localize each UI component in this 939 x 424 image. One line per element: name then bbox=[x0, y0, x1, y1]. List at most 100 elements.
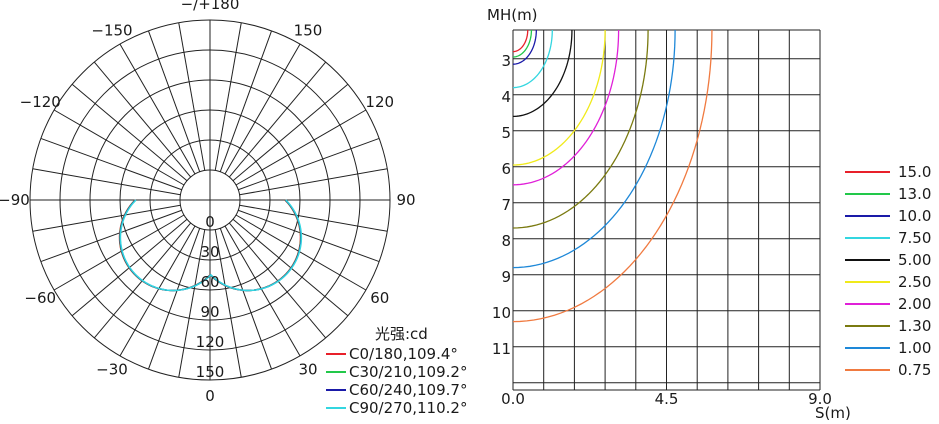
polar-angle-label: 30 bbox=[298, 361, 317, 379]
polar-angle-labels: −/+180 −150 150 −120 120 −90 90 −60 60 −30 30 0 bbox=[0, 0, 416, 405]
isolux-legend-label: 7.50 bbox=[898, 229, 931, 247]
polar-spoke bbox=[71, 83, 188, 182]
isolux-legend-label: 2.50 bbox=[898, 273, 931, 291]
isolux-curve-9 bbox=[512, 29, 713, 323]
polar-spoke bbox=[93, 61, 192, 178]
isolux-curve-8 bbox=[512, 29, 676, 269]
isolux-tick-labels: 3 4 5 6 7 8 9 10 11 0.0 4.5 9.0 bbox=[492, 52, 832, 408]
polar-curves bbox=[118, 199, 303, 292]
isolux-y-tick-label: 9 bbox=[501, 268, 511, 286]
isolux-curve-6 bbox=[512, 29, 620, 186]
isolux-curve-3 bbox=[512, 29, 553, 89]
polar-radial-label: 150 bbox=[196, 363, 225, 381]
polar-legend-label: C0/180,109.4° bbox=[349, 345, 458, 363]
isolux-grid bbox=[512, 29, 821, 391]
polar-spoke bbox=[119, 43, 196, 175]
isolux-chart: 3 4 5 6 7 8 9 10 11 0.0 4.5 9.0 MH(m) S(m) 15.0 13.0… bbox=[487, 6, 931, 422]
isolux-curve-4 bbox=[512, 29, 573, 118]
polar-spoke bbox=[147, 228, 201, 370]
isolux-y-tick-label: 3 bbox=[501, 52, 511, 70]
polar-curve-3 bbox=[119, 199, 303, 292]
polar-spoke bbox=[219, 228, 273, 370]
polar-radial-labels: 0 30 60 90 120 150 bbox=[196, 213, 225, 381]
isolux-curve-0 bbox=[512, 29, 529, 53]
isolux-y-tick-label: 4 bbox=[501, 88, 511, 106]
polar-spoke bbox=[235, 109, 367, 186]
isolux-x-tick-label: 4.5 bbox=[655, 390, 679, 408]
isolux-curve-5 bbox=[512, 29, 606, 166]
isolux-x-tick-label: 0.0 bbox=[501, 390, 525, 408]
polar-spoke bbox=[53, 214, 185, 291]
polar-spoke bbox=[53, 109, 185, 186]
polar-legend: C0/180,109.4°C30/210,109.2°C60/240,109.7… bbox=[326, 345, 467, 417]
polar-angle-label: −30 bbox=[96, 361, 128, 379]
isolux-y-tick-label: 7 bbox=[501, 196, 511, 214]
polar-spoke bbox=[239, 168, 388, 196]
polar-grid bbox=[29, 19, 391, 381]
polar-legend-label: C90/270,110.2° bbox=[349, 399, 467, 417]
isolux-y-tick-label: 11 bbox=[492, 340, 511, 358]
polar-spoke bbox=[178, 229, 206, 378]
polar-spoke bbox=[32, 168, 181, 196]
polar-angle-label: −60 bbox=[24, 289, 56, 307]
polar-spoke bbox=[224, 43, 301, 175]
isolux-y-axis-label: MH(m) bbox=[487, 6, 538, 24]
polar-spoke bbox=[232, 83, 349, 182]
polar-angle-label: 150 bbox=[294, 21, 323, 39]
polar-spoke bbox=[32, 204, 181, 232]
polar-spoke bbox=[235, 214, 367, 291]
isolux-x-tick-label: 9.0 bbox=[808, 390, 832, 408]
polar-spoke bbox=[40, 137, 182, 191]
polar-ring bbox=[149, 139, 271, 261]
polar-angle-label: 60 bbox=[370, 289, 389, 307]
isolux-legend-label: 1.00 bbox=[898, 339, 931, 357]
isolux-x-axis-label: S(m) bbox=[815, 404, 851, 422]
isolux-legend-label: 2.00 bbox=[898, 295, 931, 313]
isolux-y-tick-label: 8 bbox=[501, 232, 511, 250]
polar-spoke bbox=[224, 225, 301, 357]
polar-angle-label: 120 bbox=[365, 93, 394, 111]
isolux-curve-7 bbox=[512, 29, 649, 229]
polar-radial-label: 90 bbox=[200, 303, 219, 321]
polar-spoke bbox=[147, 30, 201, 172]
polar-spoke bbox=[214, 22, 242, 171]
polar-spoke bbox=[219, 30, 273, 172]
isolux-curve-1 bbox=[512, 29, 533, 58]
polar-ring bbox=[89, 79, 331, 321]
polar-legend-label: C30/210,109.2° bbox=[349, 363, 467, 381]
polar-spoke bbox=[40, 209, 182, 263]
isolux-legend-label: 15.0 bbox=[898, 163, 931, 181]
isolux-legend-label: 1.30 bbox=[898, 317, 931, 335]
polar-spoke bbox=[119, 225, 196, 357]
isolux-legend-label: 13.0 bbox=[898, 185, 931, 203]
polar-angle-label: −120 bbox=[20, 93, 61, 111]
polar-angle-label: 90 bbox=[396, 191, 415, 209]
polar-radial-label: 120 bbox=[196, 333, 225, 351]
polar-spoke bbox=[239, 204, 388, 232]
isolux-curve-2 bbox=[512, 29, 537, 65]
polar-radial-label: 30 bbox=[200, 243, 219, 261]
polar-angle-label: 0 bbox=[205, 387, 215, 405]
polar-spoke bbox=[214, 229, 242, 378]
polar-angle-label: −150 bbox=[91, 21, 132, 39]
polar-spoke bbox=[178, 22, 206, 171]
polar-ring bbox=[119, 109, 301, 291]
polar-angle-label: −90 bbox=[0, 191, 30, 209]
polar-angle-label: −/+180 bbox=[181, 0, 240, 13]
polar-ring bbox=[59, 49, 361, 351]
isolux-curves bbox=[512, 29, 713, 323]
polar-spoke bbox=[238, 137, 380, 191]
isolux-legend-label: 10.0 bbox=[898, 207, 931, 225]
isolux-y-tick-label: 5 bbox=[501, 124, 511, 142]
polar-radial-label: 0 bbox=[205, 213, 215, 231]
polar-intensity-chart: −/+180 −150 150 −120 120 −90 90 −60 60 −30 30 0 0 30… bbox=[0, 0, 467, 417]
isolux-y-tick-label: 6 bbox=[501, 160, 511, 178]
polar-radial-label: 60 bbox=[200, 273, 219, 291]
isolux-legend: 15.0 13.0 10.0 7.50 5.00 2.50 2.00 1.30 1.00 0.75 bbox=[845, 163, 931, 379]
isolux-legend-label: 0.75 bbox=[898, 361, 931, 379]
polar-unit-label: 光强:cd bbox=[375, 325, 428, 343]
polar-spoke bbox=[238, 209, 380, 263]
polar-legend-label: C60/240,109.7° bbox=[349, 381, 467, 399]
isolux-legend-label: 5.00 bbox=[898, 251, 931, 269]
